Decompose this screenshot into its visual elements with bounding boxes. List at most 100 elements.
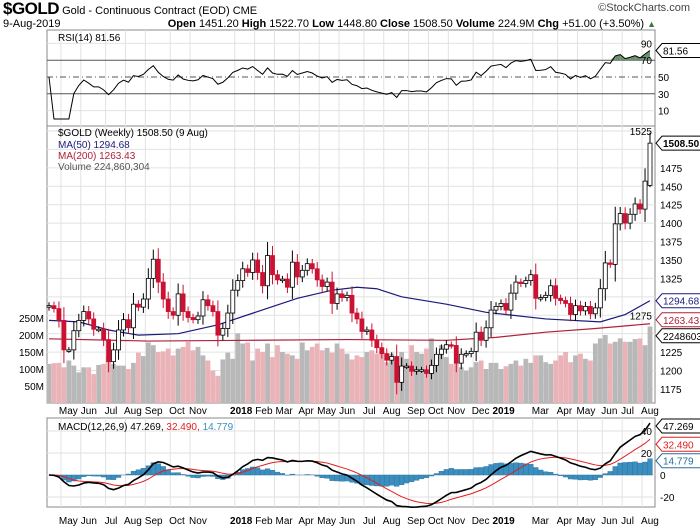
candle-body [304, 263, 310, 271]
volume-bar [404, 358, 410, 403]
signal-last-value: 32.490 [663, 440, 694, 451]
macd-histogram-bar [394, 474, 400, 487]
volume-bar [255, 348, 261, 403]
candle-body [389, 356, 395, 361]
candle-body [453, 345, 459, 364]
macd-tick-label: 20 [641, 449, 653, 460]
volume-bar [384, 362, 390, 403]
change-label: Chg [537, 18, 559, 30]
candle-body [409, 365, 414, 372]
volume-bar [498, 369, 504, 403]
volume-bar [86, 367, 92, 403]
candle-body [225, 312, 231, 329]
macd-histogram-bar [81, 474, 87, 477]
volume-bar [285, 353, 290, 403]
macd-histogram-bar [428, 474, 435, 477]
volume-bar [414, 352, 419, 403]
macd-panel [48, 422, 653, 508]
volume-bar [548, 363, 554, 403]
candle-body [578, 305, 583, 312]
candle-body [136, 303, 141, 308]
copyright[interactable]: ©StockCharts.com [598, 2, 690, 14]
x-tick-label: Oct [428, 406, 444, 417]
candle-body [503, 303, 509, 311]
volume-bar [289, 355, 295, 403]
volume-bar [275, 345, 280, 403]
hist-last-value-box [655, 453, 700, 469]
volume-bar [101, 363, 107, 403]
candle-body [369, 329, 375, 341]
volume-bar [568, 362, 573, 403]
macd-histogram-bar [259, 469, 266, 476]
volume-bar [583, 358, 588, 403]
macd-histogram-bar [130, 470, 137, 476]
volume-bar [145, 342, 151, 403]
candle-body [543, 294, 549, 298]
volume-bar [240, 343, 246, 403]
volume-bar [627, 341, 633, 403]
candle-body [101, 328, 107, 340]
candle-body [200, 299, 206, 317]
x-tick-label-bottom: Mar [276, 516, 294, 527]
panel-frame-2 [46, 417, 656, 508]
volume-bar [419, 353, 424, 403]
volume-bar [190, 350, 196, 403]
x-tick-label-bottom: Jun [81, 516, 97, 527]
macd-histogram-bar [557, 474, 564, 476]
volume-tick-label: 50M [25, 382, 44, 393]
macd-histogram-bar [185, 474, 191, 477]
x-tick-label: 2018 [230, 406, 253, 417]
rsi-legend: RSI(14) 81.56 [58, 33, 121, 44]
candle-body [334, 293, 340, 304]
macd-histogram-bar [110, 474, 117, 480]
rsi-line [48, 50, 651, 120]
candle-body [66, 349, 72, 352]
macd-histogram-bar [637, 462, 643, 476]
macd-histogram-bar [627, 461, 633, 476]
volume-bar [121, 365, 126, 403]
price-tick-label: 1475 [660, 164, 683, 175]
candle-body [71, 330, 77, 351]
macd-histogram-bar [607, 471, 613, 476]
volume-bar [299, 342, 305, 403]
candle-body [145, 277, 151, 300]
macd-histogram-bar [533, 467, 539, 476]
volume-bar [61, 367, 67, 403]
volume-bar [170, 355, 176, 403]
candle-body [250, 259, 256, 273]
volume-bar [488, 362, 494, 403]
macd-last-value-box [655, 418, 700, 434]
candle-body [319, 279, 325, 287]
candle-body [175, 293, 181, 316]
volume-bar [543, 362, 549, 403]
candle-body [642, 180, 648, 210]
candle-body [140, 298, 146, 308]
volume-bar [483, 369, 489, 403]
volume-bar [185, 341, 191, 403]
volume-bar [131, 362, 136, 403]
price-tick-label: 1200 [660, 367, 683, 378]
ma50-last-value-box [655, 293, 700, 309]
macd-histogram-bar [170, 472, 176, 476]
candle-body [91, 318, 97, 330]
x-tick-label-bottom: Jul [621, 516, 634, 527]
candle-body [294, 261, 300, 278]
x-tick-label: Mar [532, 406, 550, 417]
macd-histogram-bar [264, 468, 271, 476]
volume-bar [533, 355, 539, 403]
volume-bar [205, 360, 211, 403]
macd-histogram-bar [339, 474, 345, 482]
candle-body [647, 142, 653, 186]
candle-body [597, 288, 603, 309]
candle-body [56, 308, 62, 321]
x-tick-label-bottom: Aug [641, 516, 659, 527]
volume-bar [215, 375, 221, 403]
candle-body [230, 289, 236, 314]
volume-bar [563, 352, 568, 403]
x-tick-label-bottom: Apr [298, 516, 314, 527]
volume-bar [324, 347, 330, 403]
volume-bar [612, 341, 618, 403]
x-tick-label-bottom: Oct [169, 516, 185, 527]
x-tick-label-bottom: Jun [339, 516, 355, 527]
